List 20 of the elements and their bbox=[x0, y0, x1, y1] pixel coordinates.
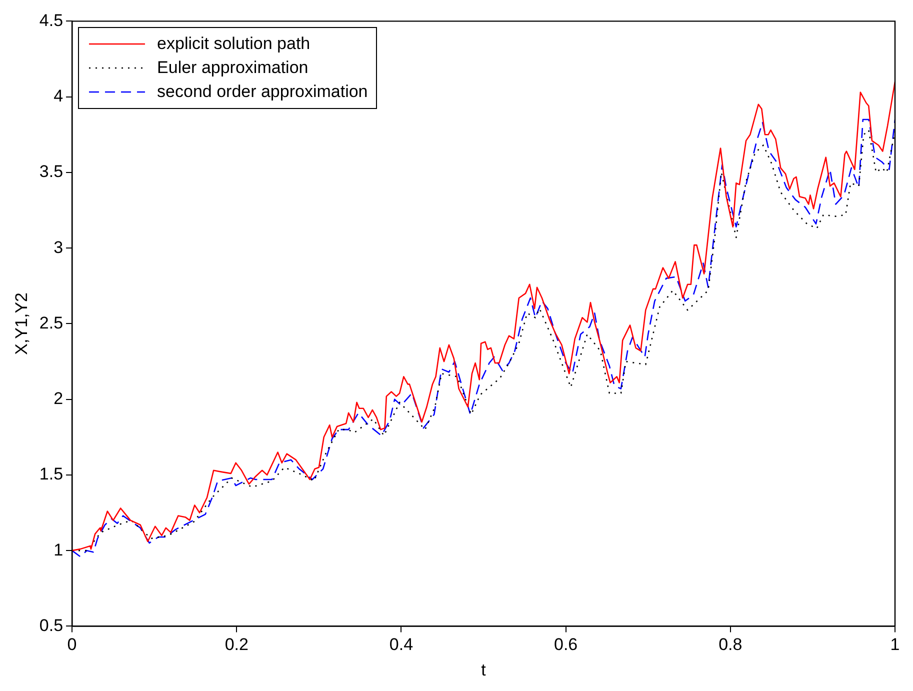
x-tick-label: 0.8 bbox=[718, 635, 742, 654]
x-axis-title: t bbox=[481, 660, 486, 680]
y-tick-label: 1 bbox=[54, 540, 64, 560]
x-tick-label: 0.4 bbox=[389, 635, 414, 654]
y-tick-label: 3.5 bbox=[39, 162, 64, 182]
y-tick-label: 0.5 bbox=[39, 616, 64, 635]
x-tick-label: 0 bbox=[67, 635, 77, 654]
y-tick-label: 2.5 bbox=[39, 313, 64, 332]
legend-label: explicit solution path bbox=[157, 33, 310, 56]
legend-label: second order approximation bbox=[157, 81, 368, 104]
x-tick-label: 0.6 bbox=[554, 635, 578, 654]
y-tick-label: 1.5 bbox=[39, 464, 64, 484]
y-tick-label: 2 bbox=[54, 389, 64, 408]
y-axis-title: X,Y1,Y2 bbox=[12, 292, 31, 355]
y-tick-label: 3 bbox=[54, 238, 64, 257]
legend-label: Euler approximation bbox=[157, 57, 308, 80]
y-tick-label: 4 bbox=[54, 86, 64, 106]
x-tick-label: 1 bbox=[890, 635, 900, 654]
y-tick-label: 4.5 bbox=[39, 10, 64, 30]
x-tick-label: 0.2 bbox=[224, 635, 248, 654]
